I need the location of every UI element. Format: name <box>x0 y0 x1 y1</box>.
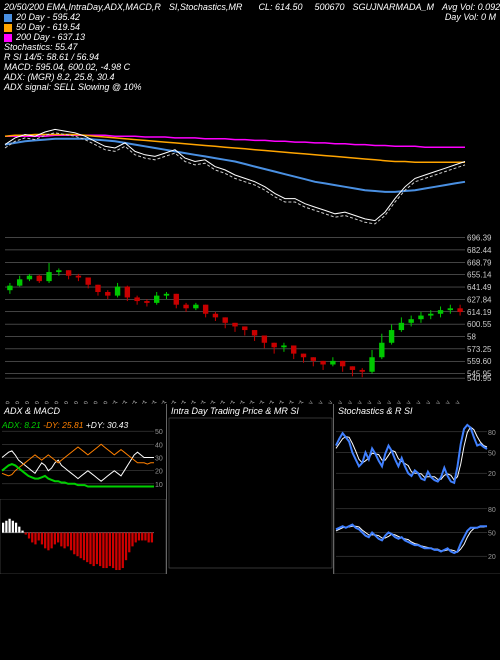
day-vol: Day Vol: 0 M <box>445 12 496 22</box>
title-row: 20/50/200 EMA,IntraDay,ADX,MACD,R SI,Sto… <box>4 2 496 12</box>
ema200-label: 200 Day - 637.13 <box>4 32 496 42</box>
svg-text:20: 20 <box>488 554 496 561</box>
stoch-label: Stochastics: 55.47 <box>4 42 496 52</box>
svg-text:614.19: 614.19 <box>467 308 492 317</box>
svg-text:682.44: 682.44 <box>467 246 492 255</box>
stoch-panel-title: Stochastics & R SI <box>338 406 413 416</box>
svg-text:627.84: 627.84 <box>467 295 492 304</box>
svg-text:30: 30 <box>155 456 163 463</box>
indicators-label2: SI,Stochastics,MR <box>169 2 243 12</box>
svg-text:668.79: 668.79 <box>467 258 492 267</box>
intraday-panel: Intra Day Trading Price & MR SI <box>166 404 333 574</box>
svg-text:559.60: 559.60 <box>467 357 492 366</box>
ema20-label: 20 Day - 595.42 Day Vol: 0 M <box>4 12 496 22</box>
ema-chart <box>0 94 500 229</box>
symbol-code: 500670 <box>314 2 344 12</box>
intraday-chart <box>167 404 334 574</box>
ema50-label: 50 Day - 619.54 <box>4 22 496 32</box>
adx-chart: 10 20 30 40 50 ADX: 8.21 -DY: 25.81 +DY: 30.4… <box>0 404 166 499</box>
svg-text:600.55: 600.55 <box>467 320 492 329</box>
adx-label: ADX: (MGR) 8.2, 25.8, 30.4 <box>4 72 496 82</box>
svg-text:ADX: 8.21 -DY: 25.81 +DY: 30.4: ADX: 8.21 -DY: 25.81 +DY: 30.43 <box>1 420 129 430</box>
stoch-chart: 20 50 80 <box>334 404 500 489</box>
intra-panel-title: Intra Day Trading Price & MR SI <box>171 406 299 416</box>
svg-text:20: 20 <box>488 471 496 478</box>
svg-text:50: 50 <box>488 451 496 458</box>
macd-label: MACD: 595.04, 600.02, -4.98 C <box>4 62 496 72</box>
svg-text:80: 80 <box>488 430 496 437</box>
bottom-row: ADX & MACD 10 20 30 40 50 ADX: 8.21 -DY: 25.8… <box>0 404 500 574</box>
rsi-label: R SI 14/5: 58.61 / 56.94 <box>4 52 496 62</box>
adx-signal: ADX signal: SELL Slowing @ 10% <box>4 82 496 92</box>
svg-text:20: 20 <box>155 469 163 476</box>
adx-macd-panel: ADX & MACD 10 20 30 40 50 ADX: 8.21 -DY: 25.8… <box>0 404 166 574</box>
svg-text:50: 50 <box>488 531 496 538</box>
macd-chart <box>0 499 166 574</box>
svg-text:573.25: 573.25 <box>467 345 492 354</box>
svg-text:40: 40 <box>155 442 163 449</box>
rsi-chart: 20 50 80 <box>334 489 500 574</box>
indicators-label: 20/50/200 EMA,IntraDay,ADX,MACD,R <box>4 2 161 12</box>
ema50-text: 50 Day - 619.54 <box>16 22 80 32</box>
adx-panel-title: ADX & MACD <box>4 406 60 416</box>
stoch-rsi-panel: Stochastics & R SI 20 50 80 20 50 80 <box>333 404 500 574</box>
svg-text:655.14: 655.14 <box>467 271 492 280</box>
symbol-name: SGUJNARMADA_M <box>353 2 435 12</box>
svg-text:80: 80 <box>488 507 496 514</box>
svg-text:50: 50 <box>155 429 163 436</box>
svg-text:641.49: 641.49 <box>467 283 492 292</box>
candle-chart: 696.39 682.44 668.79 655.14 641.49 627.84 614.… <box>0 229 500 404</box>
svg-text:10: 10 <box>155 482 163 489</box>
svg-text:696.39: 696.39 <box>467 233 492 242</box>
svg-text:540.95: 540.95 <box>467 374 492 383</box>
svg-text:58: 58 <box>467 332 476 341</box>
avg-vol: Avg Vol: 0.092 M <box>442 2 500 12</box>
ema200-text: 200 Day - 637.13 <box>16 32 85 42</box>
ema20-text: 20 Day - 595.42 <box>16 12 80 22</box>
close-price: CL: 614.50 <box>258 2 302 12</box>
chart-header: 20/50/200 EMA,IntraDay,ADX,MACD,R SI,Sto… <box>0 0 500 94</box>
